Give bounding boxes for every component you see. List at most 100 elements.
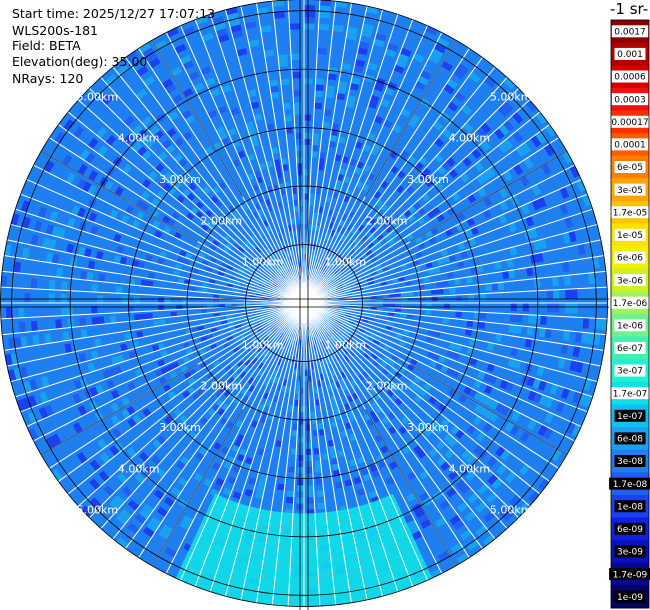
range-gate bbox=[333, 340, 339, 347]
range-gate bbox=[312, 212, 317, 219]
range-gate bbox=[542, 427, 554, 440]
range-gate bbox=[338, 136, 346, 144]
range-gate bbox=[111, 221, 120, 232]
colorbar-label-bg bbox=[614, 590, 646, 603]
range-gate bbox=[293, 96, 302, 103]
range-gate bbox=[508, 222, 517, 233]
ray-line bbox=[303, 302, 368, 601]
range-gate bbox=[261, 357, 268, 365]
range-gate bbox=[293, 199, 298, 207]
range-gate bbox=[422, 276, 430, 283]
range-gate bbox=[380, 280, 387, 286]
range-gate bbox=[76, 451, 88, 464]
range-gate bbox=[358, 327, 366, 333]
range-gate bbox=[317, 502, 326, 510]
range-gate bbox=[395, 303, 402, 307]
range-gate bbox=[155, 39, 168, 51]
range-gate bbox=[420, 518, 432, 529]
ray-line bbox=[303, 302, 520, 519]
range-gate bbox=[373, 141, 382, 151]
range-gate bbox=[510, 347, 519, 357]
range-gate bbox=[266, 205, 273, 213]
range-gate bbox=[263, 344, 270, 351]
range-gate bbox=[215, 477, 225, 487]
range-gate bbox=[341, 214, 347, 222]
range-gate bbox=[306, 491, 315, 498]
range-gate bbox=[375, 110, 386, 119]
range-gate bbox=[335, 319, 342, 324]
range-gate bbox=[467, 294, 475, 301]
range-gate bbox=[255, 276, 262, 281]
range-gate bbox=[343, 229, 350, 237]
range-gate bbox=[240, 364, 248, 371]
range-gate bbox=[321, 354, 326, 361]
range-gate bbox=[304, 5, 316, 12]
range-gate bbox=[105, 116, 117, 129]
range-gate bbox=[254, 323, 261, 328]
range-gate bbox=[92, 327, 100, 337]
range-gate bbox=[334, 268, 340, 275]
range-gate bbox=[325, 91, 335, 99]
range-gate bbox=[203, 478, 213, 488]
range-gate bbox=[480, 140, 491, 152]
range-gate bbox=[87, 362, 96, 373]
range-gate bbox=[200, 336, 208, 343]
range-gate bbox=[583, 395, 594, 408]
range-gate bbox=[255, 246, 262, 254]
range-gate bbox=[582, 317, 590, 329]
range-gate bbox=[370, 50, 382, 60]
range-gate bbox=[42, 177, 53, 190]
range-gate bbox=[320, 327, 326, 334]
range-gate bbox=[286, 490, 295, 498]
range-gate bbox=[586, 332, 595, 345]
range-gate bbox=[472, 90, 485, 102]
range-gate bbox=[266, 346, 272, 353]
ray-line bbox=[32, 302, 305, 442]
range-gate bbox=[428, 53, 441, 65]
range-gate bbox=[383, 355, 391, 363]
range-gate bbox=[202, 367, 211, 375]
range-gate bbox=[143, 98, 155, 110]
range-gate bbox=[315, 188, 321, 195]
range-gate bbox=[212, 186, 221, 195]
range-gate bbox=[140, 288, 147, 295]
range-gate bbox=[86, 271, 94, 281]
range-gate bbox=[343, 316, 351, 320]
range-gate bbox=[115, 286, 123, 294]
range-gate bbox=[326, 227, 332, 235]
range-gate bbox=[576, 196, 586, 209]
range-gate bbox=[221, 403, 229, 412]
range-gate bbox=[246, 320, 253, 325]
range-gate bbox=[489, 412, 499, 423]
start-time-text: Start time: 2025/12/27 17:07:13 bbox=[12, 6, 216, 21]
range-gate bbox=[273, 452, 281, 460]
range-gate bbox=[328, 140, 336, 148]
range-gate bbox=[465, 470, 476, 482]
range-gate bbox=[144, 138, 156, 149]
range-gate bbox=[209, 222, 218, 231]
range-gate bbox=[310, 399, 315, 407]
range-gate bbox=[449, 73, 462, 85]
range-label: 3.00km bbox=[159, 173, 201, 186]
range-gate bbox=[258, 271, 265, 277]
range-gate bbox=[317, 163, 324, 171]
range-gate bbox=[373, 338, 380, 345]
range-gate bbox=[61, 281, 68, 291]
ray-line bbox=[303, 2, 353, 304]
range-gate bbox=[97, 145, 108, 157]
range-gate bbox=[257, 229, 264, 237]
range-gate bbox=[526, 376, 536, 387]
range-gate bbox=[373, 392, 381, 401]
range-gate bbox=[478, 321, 486, 329]
range-gate bbox=[466, 276, 474, 284]
range-gate bbox=[126, 167, 137, 178]
range-gate bbox=[37, 362, 46, 374]
range-gate bbox=[476, 431, 486, 442]
range-gate bbox=[394, 292, 402, 297]
range-gate bbox=[264, 199, 271, 207]
range-gate bbox=[98, 203, 108, 214]
ray-line bbox=[303, 302, 443, 575]
range-gate bbox=[376, 268, 384, 274]
range-gate bbox=[455, 294, 463, 301]
range-gate bbox=[412, 201, 421, 210]
